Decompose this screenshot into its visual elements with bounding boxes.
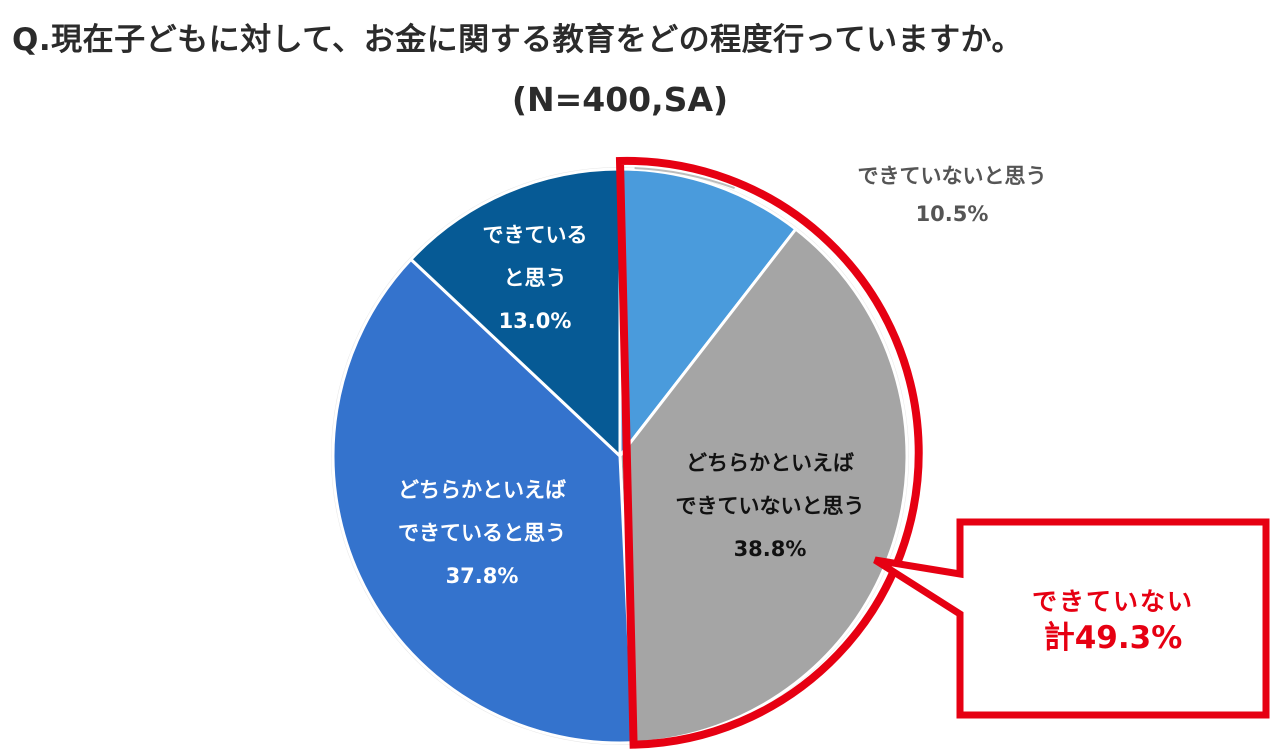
slice-name-label: どちらかといえば bbox=[398, 478, 566, 502]
slice-label-1: できていないと思う 10.5% bbox=[858, 164, 1047, 226]
slice-name-label: できていると思う bbox=[398, 521, 566, 545]
slice-value-label: 38.8% bbox=[734, 537, 807, 561]
pie-slice-4 bbox=[409, 167, 622, 458]
slice-name-label: できていないと思う bbox=[676, 494, 865, 518]
slice-name-label: できていないと思う bbox=[858, 164, 1047, 188]
slice-value-label: 10.5% bbox=[916, 202, 989, 226]
pie-slice-1 bbox=[618, 167, 798, 458]
slice-name-label: できている bbox=[483, 223, 588, 247]
slice-label-2: どちらかといえばできていないと思う 38.8% bbox=[676, 451, 865, 561]
callout-label: できていない bbox=[1032, 587, 1194, 616]
slice-value-label: 37.8% bbox=[446, 564, 519, 588]
slice-name-label: どちらかといえば bbox=[686, 451, 854, 475]
chart-title: Q.現在子どもに対して、お金に関する教育をどの程度行っていますか。 bbox=[12, 22, 1023, 58]
callout-total: 計49.3% bbox=[1044, 620, 1183, 656]
slice-value-label: 13.0% bbox=[499, 309, 572, 333]
pie-slice-2 bbox=[618, 227, 909, 745]
slice-name-label: と思う bbox=[504, 266, 567, 290]
callout-box bbox=[873, 518, 1270, 719]
slice-label-3: どちらかといえばできていると思う 37.8% bbox=[398, 478, 566, 588]
slice-label-4: できていると思う 13.0% bbox=[483, 223, 588, 333]
leader-line bbox=[634, 167, 735, 189]
chart-subtitle: (N=400,SA) bbox=[511, 80, 729, 119]
highlight-outline bbox=[615, 156, 923, 749]
pie-slice-3 bbox=[331, 257, 636, 745]
